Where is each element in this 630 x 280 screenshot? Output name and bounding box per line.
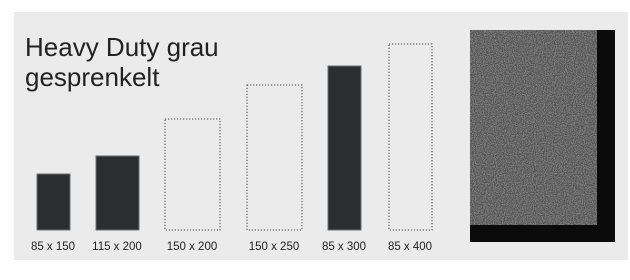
size-label: 85 x 400 [388, 241, 432, 253]
size-shape [37, 174, 70, 230]
product-image [470, 30, 615, 242]
size-option[interactable]: 85 x 150 [31, 174, 75, 253]
size-shape [96, 156, 139, 230]
size-option[interactable]: 85 x 300 [322, 66, 366, 253]
title-line: gesprenkelt [25, 62, 160, 92]
size-shape [328, 66, 361, 230]
product-panel: Heavy Duty grau gesprenkelt 85 x 150 115… [0, 0, 630, 275]
title-line: Heavy Duty grau [25, 32, 219, 62]
size-label: 150 x 250 [249, 241, 300, 253]
page: {"product": {"title_lines": ["Heavy Duty… [0, 0, 630, 275]
mat-texture [470, 30, 597, 225]
size-label: 150 x 200 [167, 241, 218, 253]
size-label: 115 x 200 [92, 241, 142, 253]
size-label: 85 x 300 [322, 241, 366, 253]
size-label: 85 x 150 [31, 241, 75, 253]
